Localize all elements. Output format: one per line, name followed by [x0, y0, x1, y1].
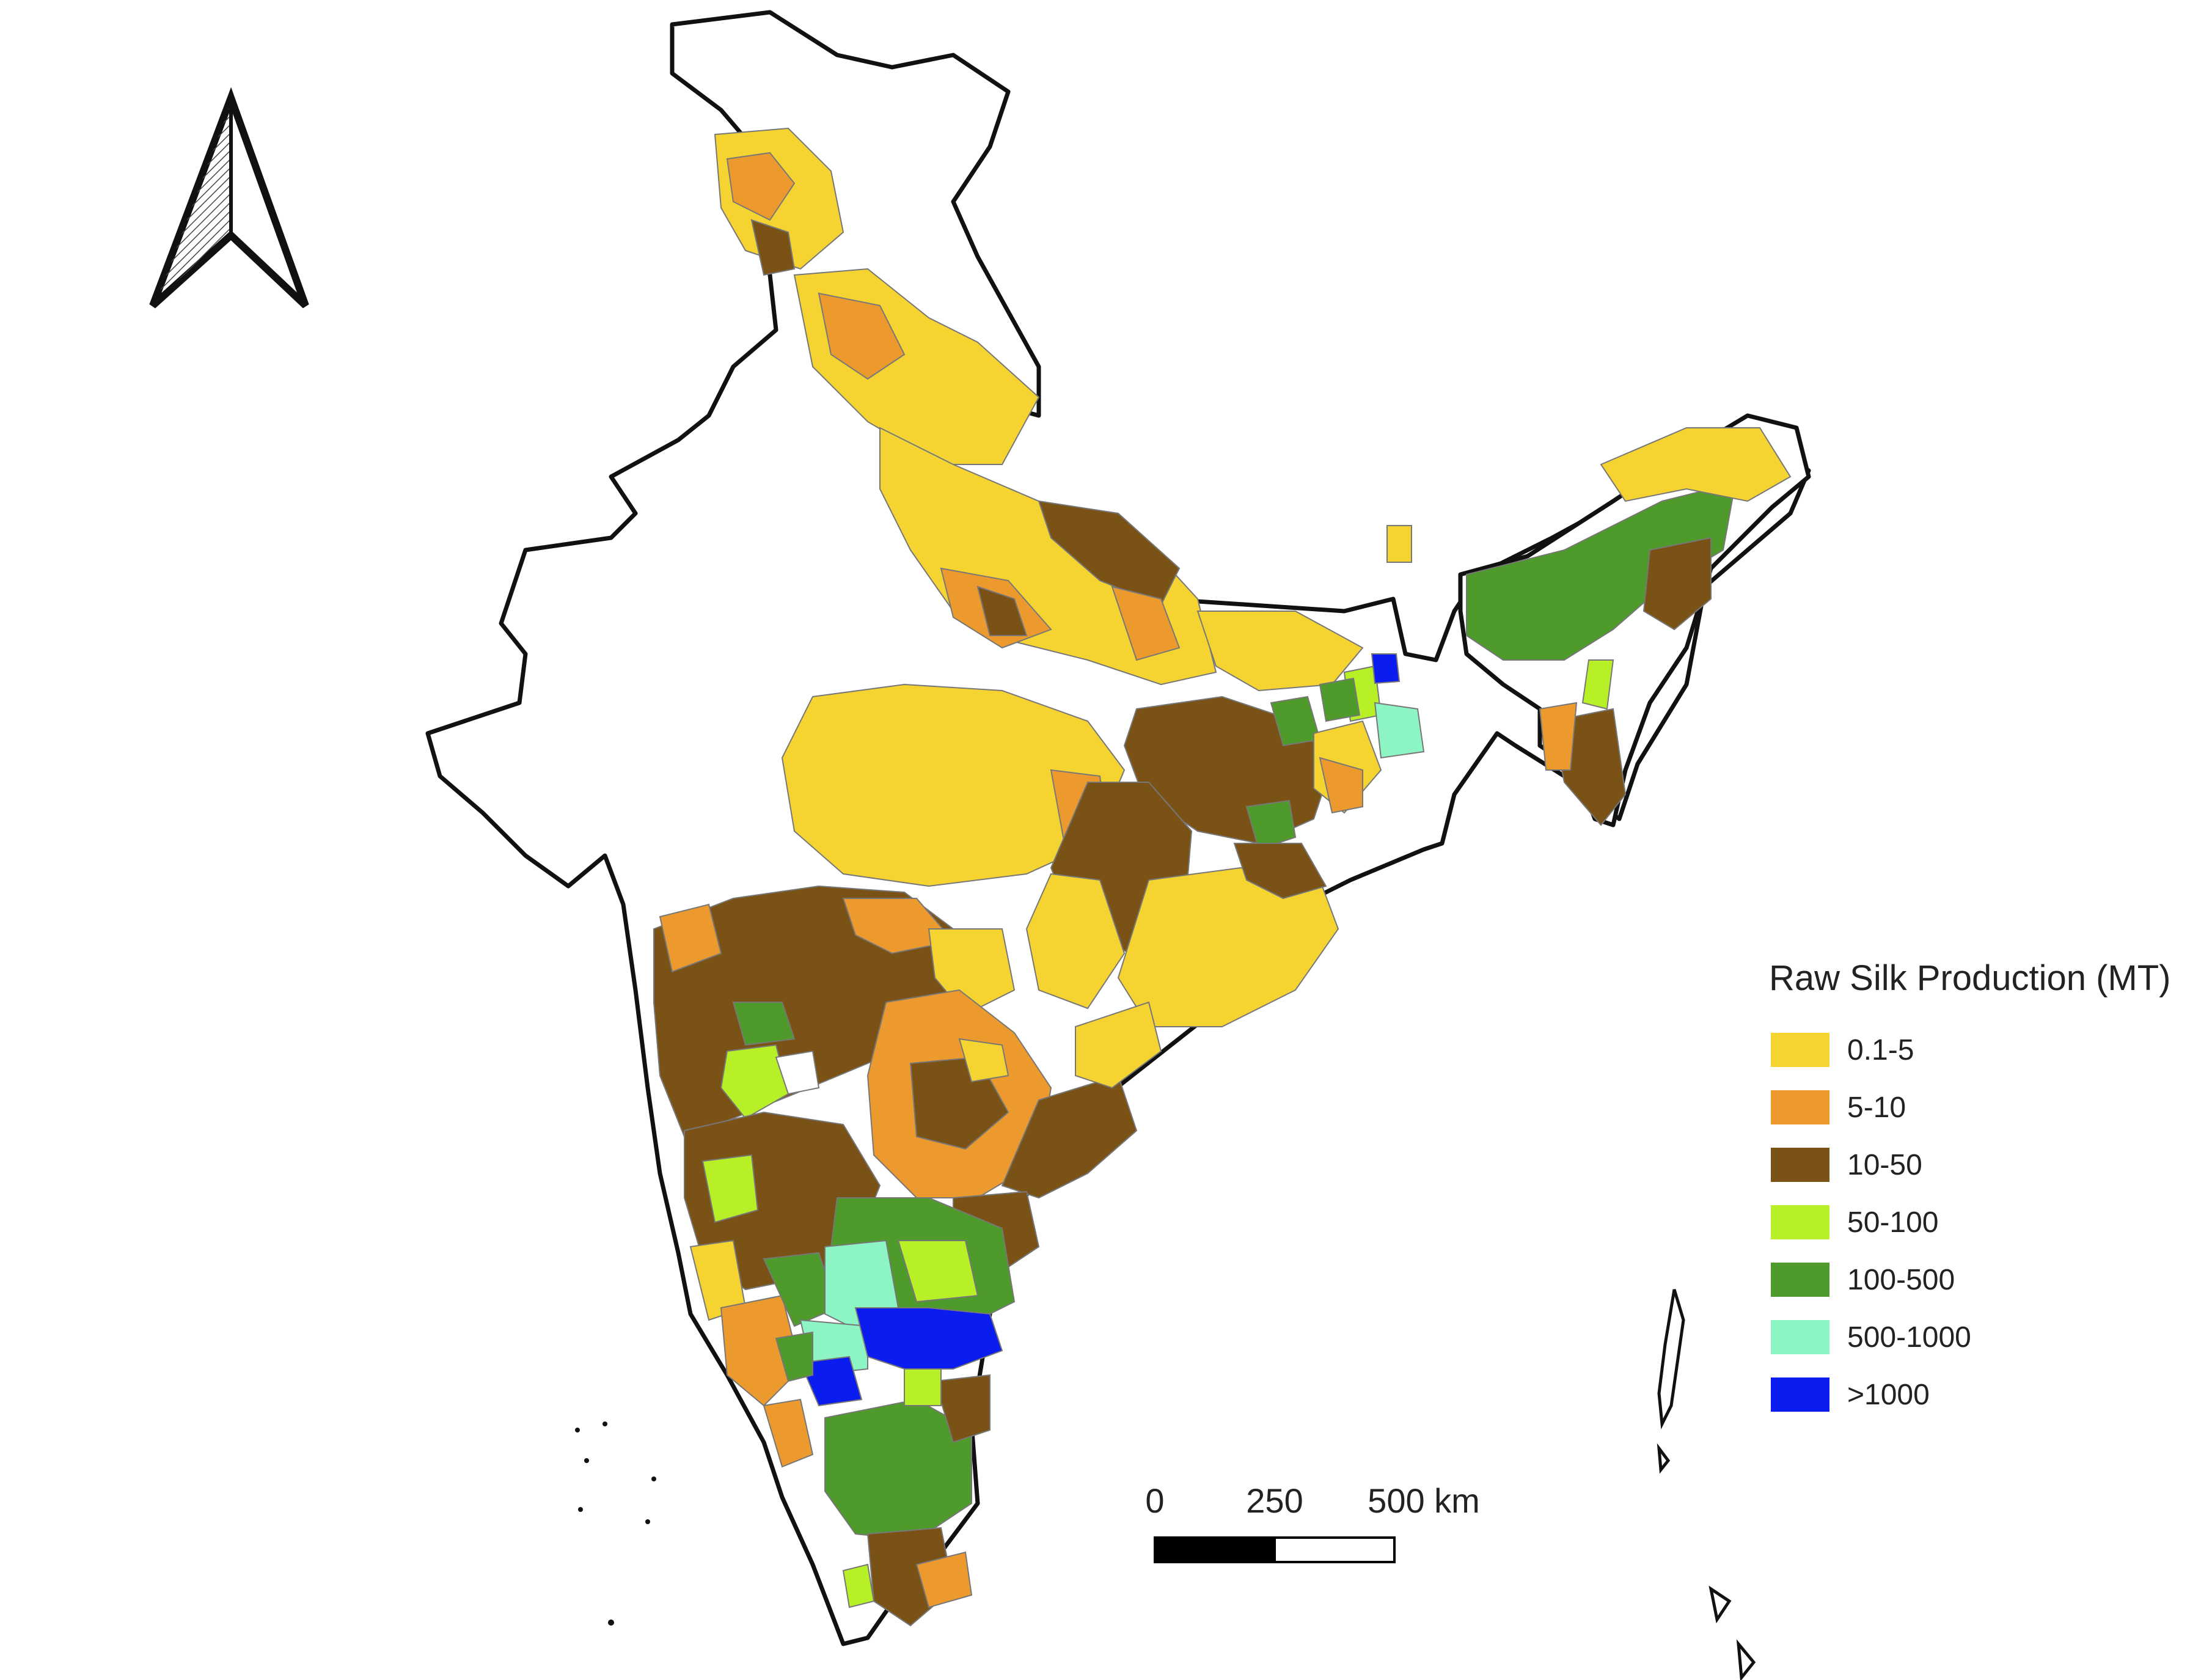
- region-ka-green-c: [775, 1331, 813, 1382]
- region-ne-lime: [1581, 659, 1614, 710]
- region-mh-orange: [659, 903, 722, 973]
- scale-bar: 0 250 500 km: [1145, 1481, 1480, 1563]
- legend-label: 0.1-5: [1847, 1034, 1914, 1066]
- legend-swatch: [1771, 1263, 1829, 1297]
- legend-item: 500-1000: [1771, 1320, 1971, 1354]
- region-cg-yellow: [1025, 873, 1126, 1010]
- region-ap-yellow: [1075, 1001, 1162, 1089]
- legend-swatch: [1771, 1320, 1829, 1354]
- legend-label: 100-500: [1847, 1264, 1955, 1296]
- legend-item: 0.1-5: [1771, 1033, 1914, 1067]
- district-fills: [653, 127, 1425, 1627]
- legend-item: 100-500: [1771, 1263, 1955, 1297]
- region-odisha-brown: [1233, 843, 1327, 900]
- region-mh-lime: [720, 1044, 789, 1120]
- legend-swatch: [1771, 1377, 1829, 1412]
- region-ka-blue-b: [799, 1355, 863, 1407]
- legend-label: 50-100: [1847, 1206, 1938, 1239]
- region-tn-orange: [915, 1551, 973, 1608]
- region-ka-orange: [720, 1294, 802, 1407]
- region-ka-lime: [701, 1154, 759, 1223]
- region-wb-mint: [1374, 702, 1425, 759]
- legend-label: >1000: [1847, 1379, 1930, 1411]
- scale-tick-500: 500 km: [1368, 1481, 1480, 1520]
- region-ka-blue: [854, 1307, 1003, 1370]
- legend: Raw Silk Production (MT) 0.1-5 5-10 10-50 5…: [1769, 958, 2170, 1412]
- region-wb-orange: [1319, 757, 1363, 814]
- legend-item: 50-100: [1771, 1205, 1938, 1239]
- legend-label: 10-50: [1847, 1149, 1922, 1181]
- scale-tick-250: 250: [1246, 1481, 1303, 1520]
- region-mh-green: [732, 1002, 796, 1046]
- legend-swatch: [1771, 1148, 1829, 1182]
- region-tn-brown: [934, 1374, 991, 1443]
- region-uttarakhand-orange: [818, 292, 906, 380]
- region-up-brown-b: [976, 585, 1028, 636]
- region-ne-yellow-c: [1386, 525, 1412, 563]
- region-wb-green-b: [1319, 677, 1361, 722]
- region-ne-yellow: [1600, 427, 1792, 502]
- legend-label: 5-10: [1847, 1091, 1906, 1124]
- scale-tick-0: 0: [1145, 1481, 1164, 1520]
- legend-swatch: [1771, 1090, 1829, 1124]
- region-jharkhand-green: [1245, 799, 1297, 851]
- legend-item: >1000: [1771, 1377, 1930, 1412]
- region-ka-lime-b: [897, 1240, 979, 1303]
- region-mh-orange-b: [842, 898, 954, 955]
- region-tg-yellow: [958, 1038, 1009, 1083]
- northeast-region: [1386, 413, 1811, 827]
- island-groups: [575, 1289, 1756, 1680]
- north-arrow-icon: [149, 87, 309, 309]
- region-kerala-lime: [842, 1563, 875, 1608]
- legend-title: Raw Silk Production (MT): [1769, 958, 2170, 998]
- region-ne-orange: [1539, 702, 1578, 771]
- region-kerala-orange: [763, 1398, 814, 1468]
- region-ne-brown: [1642, 537, 1712, 631]
- legend-swatch: [1771, 1033, 1829, 1067]
- region-tn-lime: [904, 1368, 942, 1406]
- region-up-orange-b: [1111, 585, 1181, 661]
- legend-item: 5-10: [1771, 1090, 1906, 1124]
- legend-item: 10-50: [1771, 1148, 1922, 1182]
- region-mh-white: [775, 1050, 820, 1095]
- region-himachal-orange: [726, 152, 796, 221]
- legend-swatch: [1771, 1205, 1829, 1239]
- legend-label: 500-1000: [1847, 1321, 1971, 1354]
- region-jk-brown: [750, 219, 796, 276]
- region-wb-blue: [1371, 653, 1401, 684]
